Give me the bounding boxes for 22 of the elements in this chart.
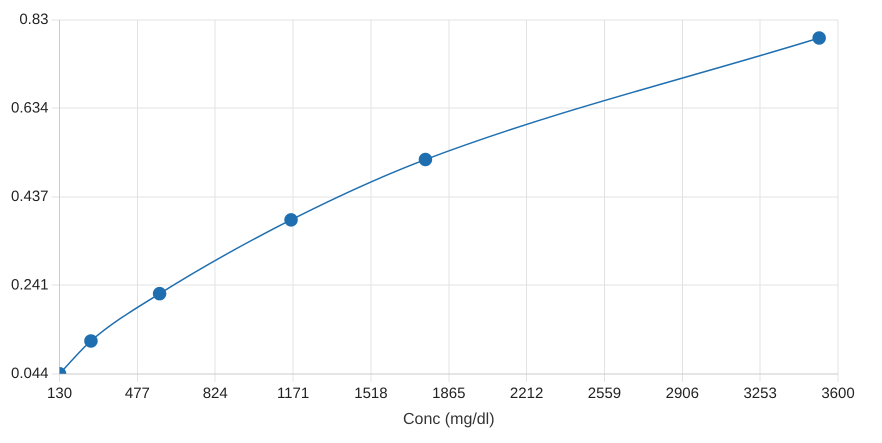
- x-tick-label: 3253: [743, 384, 777, 402]
- point: [418, 152, 432, 166]
- x-tick-label: 1865: [432, 384, 466, 402]
- y-tick-label: 0.634: [10, 99, 49, 116]
- x-tick-label: 2212: [510, 384, 544, 402]
- x-axis-title: Conc (mg/dl): [402, 410, 495, 428]
- x-tick-label: 1171: [276, 384, 310, 402]
- x-tick-label: 2559: [588, 384, 622, 402]
- point: [84, 334, 98, 348]
- y-tick-label: 0.241: [10, 276, 49, 294]
- point: [152, 286, 166, 300]
- x-tick-label: 3600: [821, 384, 855, 402]
- x-tick-label: 477: [124, 384, 150, 402]
- x-tick-label: 2906: [666, 384, 699, 402]
- x-tick-label: 1518: [354, 384, 388, 402]
- x-tick-label: 130: [47, 384, 72, 402]
- point: [284, 213, 298, 227]
- y-tick-label: 0.044: [10, 364, 49, 382]
- x-tick-label: 824: [202, 384, 228, 402]
- y-tick-label: 0.437: [10, 188, 49, 206]
- point: [812, 31, 826, 45]
- y-tick-label: 0.83: [19, 11, 49, 28]
